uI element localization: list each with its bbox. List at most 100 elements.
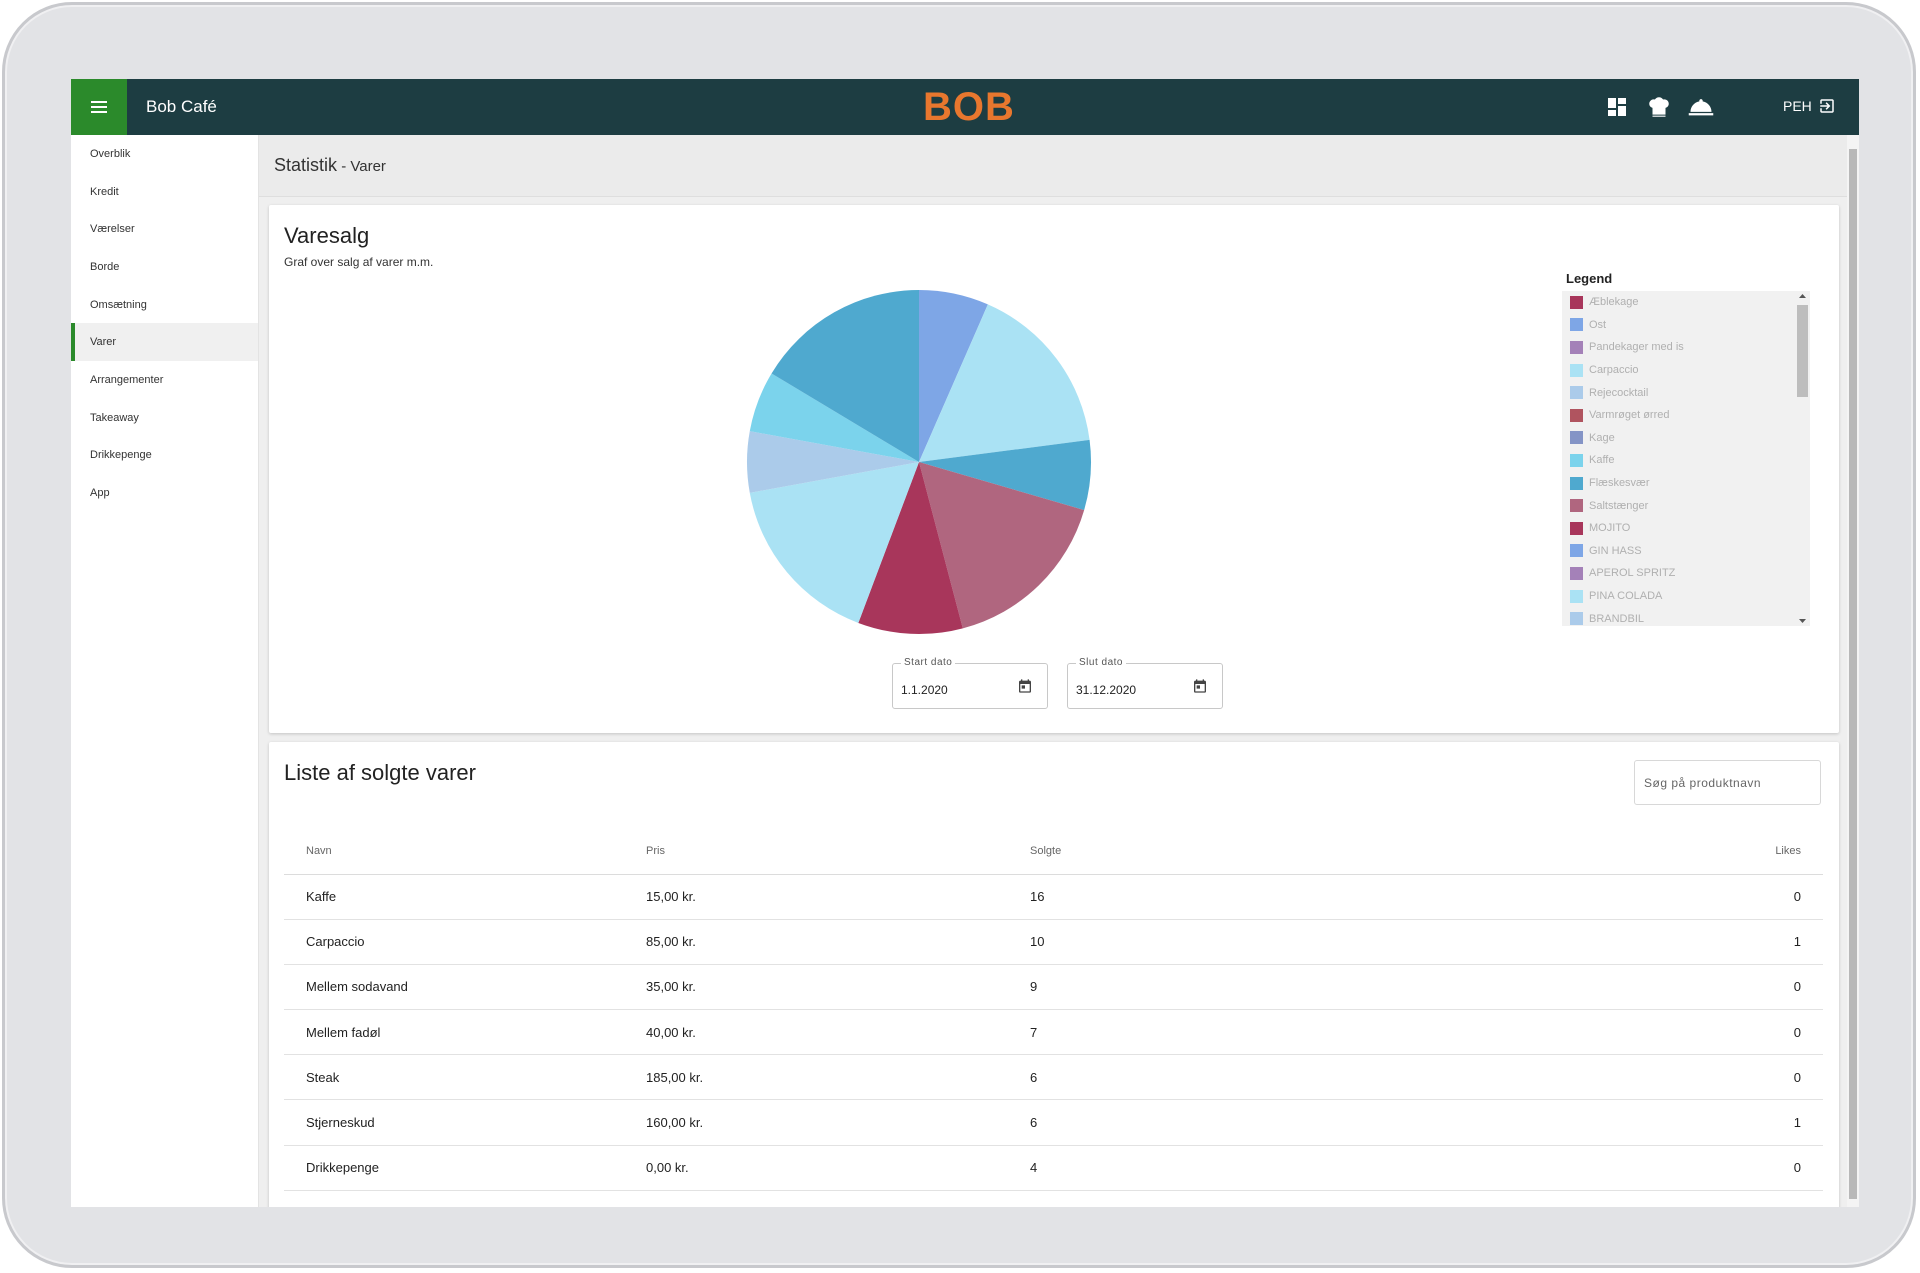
legend-item[interactable]: GIN HASS	[1562, 540, 1810, 563]
legend-swatch	[1570, 612, 1583, 626]
legend-item[interactable]: Rejecocktail	[1562, 381, 1810, 404]
table-row[interactable]: Mellem fadøl 40,00 kr. 7 0	[284, 1009, 1823, 1056]
calendar-icon[interactable]	[1017, 678, 1033, 694]
product-search-input[interactable]: Søg på produktnavn	[1634, 760, 1821, 805]
scroll-down-icon[interactable]	[1797, 616, 1808, 626]
end-date-label: Slut dato	[1076, 657, 1126, 668]
pie-slice-0[interactable]	[919, 290, 988, 462]
sidebar-item-borde[interactable]: Borde	[90, 260, 120, 273]
pie-slice-2[interactable]	[919, 439, 1091, 511]
page-scrollbar[interactable]	[1847, 135, 1859, 1207]
sidebar-item-omsaetning[interactable]: Omsætning	[90, 298, 147, 311]
table-row[interactable]: Steak 185,00 kr. 6 0	[284, 1054, 1823, 1101]
pie-slice-4[interactable]	[858, 462, 963, 634]
legend-swatch	[1570, 589, 1583, 603]
menu-button[interactable]	[71, 79, 127, 135]
pie-slice-7[interactable]	[749, 373, 919, 462]
legend-scroll-thumb[interactable]	[1797, 305, 1808, 397]
legend-item[interactable]: Pandekager med is	[1562, 336, 1810, 359]
chart-card-title: Varesalg	[284, 223, 370, 248]
end-date-field[interactable]: Slut dato 31.12.2020	[1067, 657, 1223, 709]
sidebar-item-vaerelser[interactable]: Værelser	[90, 223, 135, 236]
legend-label: Kage	[1589, 431, 1615, 444]
page-scroll-thumb[interactable]	[1849, 149, 1857, 1199]
scroll-up-icon[interactable]	[1797, 291, 1808, 301]
logout-icon[interactable]	[1818, 97, 1836, 115]
legend-item[interactable]: Saltstænger	[1562, 494, 1810, 517]
sales-chart-card: Varesalg Graf over salg af varer m.m. Le…	[269, 205, 1839, 733]
cell-name: Stjerneskud	[284, 1099, 646, 1146]
user-menu[interactable]: PEH	[1783, 97, 1836, 115]
start-date-field[interactable]: Start dato 1.1.2020	[892, 657, 1048, 709]
legend-swatch	[1570, 295, 1583, 309]
legend-label: Carpaccio	[1589, 364, 1639, 377]
legend-label: Æblekage	[1589, 296, 1639, 309]
pie-slice-3[interactable]	[919, 462, 1085, 629]
legend-item[interactable]: Ost	[1562, 314, 1810, 337]
legend-swatch	[1570, 318, 1583, 332]
legend-item[interactable]: MOJITO	[1562, 517, 1810, 540]
table-row[interactable]: Stjerneskud 160,00 kr. 6 1	[284, 1099, 1823, 1146]
legend-label: PINA COLADA	[1589, 590, 1663, 603]
sidebar-item-arrangementer[interactable]: Arrangementer	[90, 373, 164, 386]
legend-label: Varmrøget ørred	[1589, 409, 1670, 422]
sidebar-item-app[interactable]: App	[90, 487, 110, 500]
cell-price: 35,00 kr.	[646, 964, 1030, 1011]
pie-slice-5[interactable]	[749, 462, 919, 623]
pie-slice-6[interactable]	[747, 431, 919, 493]
sidebar-item-overblik[interactable]: Overblik	[90, 147, 131, 160]
sidebar-item-varer[interactable]: Varer	[71, 323, 258, 362]
legend-scrollbar[interactable]	[1797, 291, 1808, 626]
end-date-value[interactable]: 31.12.2020	[1076, 683, 1137, 697]
chef-hat-icon[interactable]	[1645, 93, 1673, 121]
column-header-pris[interactable]: Pris	[646, 829, 1030, 875]
cell-likes: 0	[1630, 1054, 1823, 1101]
column-header-solgte[interactable]: Solgte	[1030, 829, 1630, 875]
sidebar-item-takeaway[interactable]: Takeaway	[90, 411, 139, 424]
pie-chart[interactable]	[744, 287, 1094, 637]
bob-logo[interactable]: BOB	[923, 85, 1015, 129]
legend-item[interactable]: BRANDBIL	[1562, 607, 1810, 626]
calendar-icon[interactable]	[1192, 678, 1208, 694]
table-row[interactable]: Kaffe 15,00 kr. 16 0	[284, 874, 1823, 920]
legend-label: Pandekager med is	[1589, 341, 1684, 354]
cell-likes: 0	[1630, 1009, 1823, 1056]
legend-swatch	[1570, 544, 1583, 558]
cell-name: Carpaccio	[284, 919, 646, 965]
table-row[interactable]: Mellem sodavand 35,00 kr. 9 0	[284, 964, 1823, 1011]
legend-list[interactable]: Æblekage Ost Pandekager med is Carpaccio Rej…	[1562, 291, 1810, 626]
legend-item[interactable]: Flæskesvær	[1562, 472, 1810, 495]
legend-item[interactable]: Kaffe	[1562, 449, 1810, 472]
legend-item[interactable]: Æblekage	[1562, 291, 1810, 314]
legend-swatch	[1570, 453, 1583, 467]
legend-item[interactable]: PINA COLADA	[1562, 585, 1810, 608]
legend-label: Ost	[1589, 318, 1607, 331]
list-card-title: Liste af solgte varer	[284, 760, 476, 785]
cell-price: 40,00 kr.	[646, 1009, 1030, 1056]
cell-name: Drikkepenge	[284, 1145, 646, 1191]
sidebar-item-kredit[interactable]: Kredit	[90, 185, 119, 198]
cell-likes: 1	[1630, 919, 1823, 965]
main-content: Statistik - Varer Varesalg Graf over sal…	[259, 135, 1859, 1207]
cell-likes: 0	[1630, 874, 1823, 920]
page-title-main: Statistik	[274, 155, 338, 175]
legend-item[interactable]: Varmrøget ørred	[1562, 404, 1810, 427]
dashboard-icon[interactable]	[1603, 93, 1631, 121]
table-row[interactable]: Drikkepenge 0,00 kr. 4 0	[284, 1145, 1823, 1191]
chart-card-subtitle: Graf over salg af varer m.m.	[284, 255, 434, 269]
cell-price: 15,00 kr.	[646, 874, 1030, 920]
column-header-navn[interactable]: Navn	[284, 829, 646, 875]
legend-swatch	[1570, 521, 1583, 535]
table-row[interactable]: Carpaccio 85,00 kr. 10 1	[284, 919, 1823, 965]
legend-label: Kaffe	[1589, 454, 1615, 467]
legend-swatch	[1570, 340, 1583, 354]
sidebar-item-drikkepenge[interactable]: Drikkepenge	[90, 449, 152, 462]
pie-slice-8[interactable]	[771, 290, 919, 462]
start-date-value[interactable]: 1.1.2020	[901, 683, 948, 697]
legend-item[interactable]: APEROL SPRITZ	[1562, 562, 1810, 585]
pie-slice-1[interactable]	[919, 304, 1090, 462]
food-cloche-icon[interactable]	[1687, 93, 1715, 121]
legend-item[interactable]: Kage	[1562, 427, 1810, 450]
legend-item[interactable]: Carpaccio	[1562, 359, 1810, 382]
column-header-likes[interactable]: Likes	[1630, 829, 1823, 875]
